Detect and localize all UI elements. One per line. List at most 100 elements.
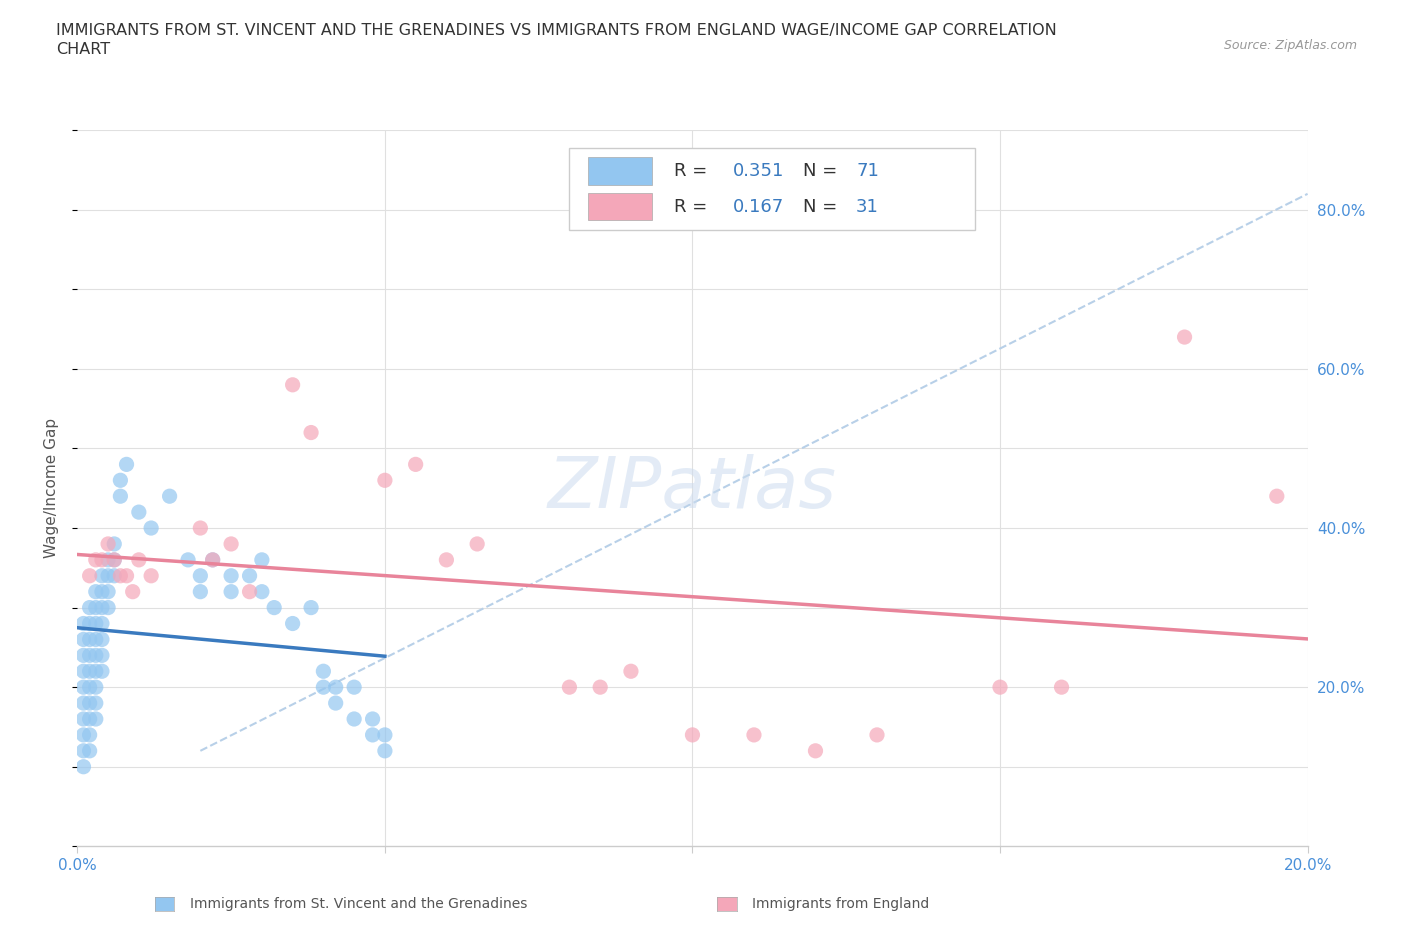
Text: Immigrants from England: Immigrants from England <box>752 897 929 911</box>
Point <box>84 632 107 647</box>
Point <box>72 664 94 679</box>
Point <box>72 648 94 663</box>
Point <box>325 696 347 711</box>
Point <box>97 552 120 567</box>
Point <box>141 521 163 536</box>
Point <box>589 680 612 695</box>
Point <box>682 727 704 742</box>
Text: Source: ZipAtlas.com: Source: ZipAtlas.com <box>1223 39 1357 52</box>
Text: N =: N = <box>803 162 838 180</box>
Point <box>97 584 120 599</box>
Point <box>115 568 138 583</box>
Point <box>72 759 94 774</box>
Point <box>84 616 107 631</box>
Point <box>374 472 396 487</box>
Point <box>201 552 224 567</box>
Point <box>97 537 120 551</box>
Point <box>79 568 101 583</box>
Point <box>343 680 366 695</box>
Point <box>103 552 125 567</box>
Point <box>742 727 765 742</box>
Point <box>325 680 347 695</box>
Point <box>263 600 285 615</box>
Point <box>79 696 101 711</box>
Point <box>343 711 366 726</box>
Point <box>79 616 101 631</box>
Text: ZIPatlas: ZIPatlas <box>548 454 837 523</box>
Point <box>866 727 889 742</box>
Y-axis label: Wage/Income Gap: Wage/Income Gap <box>44 418 59 558</box>
Point <box>188 568 212 583</box>
Point <box>79 664 101 679</box>
Point <box>110 489 132 504</box>
Point <box>219 568 242 583</box>
Point <box>79 648 101 663</box>
Point <box>374 743 396 758</box>
Point <box>128 552 150 567</box>
Point <box>312 664 335 679</box>
Point <box>84 680 107 695</box>
Point <box>188 584 212 599</box>
Point <box>121 584 143 599</box>
Text: CHART: CHART <box>56 42 110 57</box>
Point <box>72 632 94 647</box>
Point <box>84 648 107 663</box>
Point <box>72 680 94 695</box>
Point <box>1050 680 1073 695</box>
Point <box>201 552 224 567</box>
Point <box>103 537 125 551</box>
Point <box>90 616 114 631</box>
Point <box>1265 489 1288 504</box>
Text: 71: 71 <box>856 162 879 180</box>
Point <box>361 711 384 726</box>
Point <box>281 378 304 392</box>
Point <box>90 552 114 567</box>
Point <box>239 584 262 599</box>
Point <box>90 568 114 583</box>
Point <box>988 680 1011 695</box>
Point <box>141 568 163 583</box>
Point <box>436 552 458 567</box>
Point <box>72 696 94 711</box>
Point <box>90 584 114 599</box>
Text: IMMIGRANTS FROM ST. VINCENT AND THE GRENADINES VS IMMIGRANTS FROM ENGLAND WAGE/I: IMMIGRANTS FROM ST. VINCENT AND THE GREN… <box>56 23 1057 38</box>
Point <box>103 552 125 567</box>
Point <box>72 727 94 742</box>
Point <box>79 632 101 647</box>
Text: N =: N = <box>803 198 838 216</box>
Point <box>72 711 94 726</box>
Point <box>128 505 150 520</box>
Point <box>79 600 101 615</box>
Point <box>84 664 107 679</box>
Text: Immigrants from St. Vincent and the Grenadines: Immigrants from St. Vincent and the Gren… <box>190 897 527 911</box>
Point <box>239 568 262 583</box>
Point <box>361 727 384 742</box>
Point <box>90 632 114 647</box>
Point <box>620 664 643 679</box>
Text: 31: 31 <box>856 198 879 216</box>
Point <box>84 600 107 615</box>
Point <box>84 711 107 726</box>
Point <box>312 680 335 695</box>
Point <box>79 743 101 758</box>
Bar <box>588 157 652 185</box>
Point <box>405 457 427 472</box>
Point <box>79 711 101 726</box>
Point <box>97 600 120 615</box>
Point <box>159 489 181 504</box>
Point <box>103 568 125 583</box>
Point <box>90 600 114 615</box>
Point <box>219 584 242 599</box>
Text: 0.167: 0.167 <box>733 198 785 216</box>
Bar <box>588 193 652 220</box>
Point <box>72 743 94 758</box>
Text: 0.351: 0.351 <box>733 162 785 180</box>
Point <box>465 537 488 551</box>
Point <box>110 472 132 487</box>
Point <box>84 552 107 567</box>
Point <box>84 696 107 711</box>
Point <box>79 680 101 695</box>
Point <box>250 552 273 567</box>
Point <box>72 616 94 631</box>
Point <box>110 568 132 583</box>
